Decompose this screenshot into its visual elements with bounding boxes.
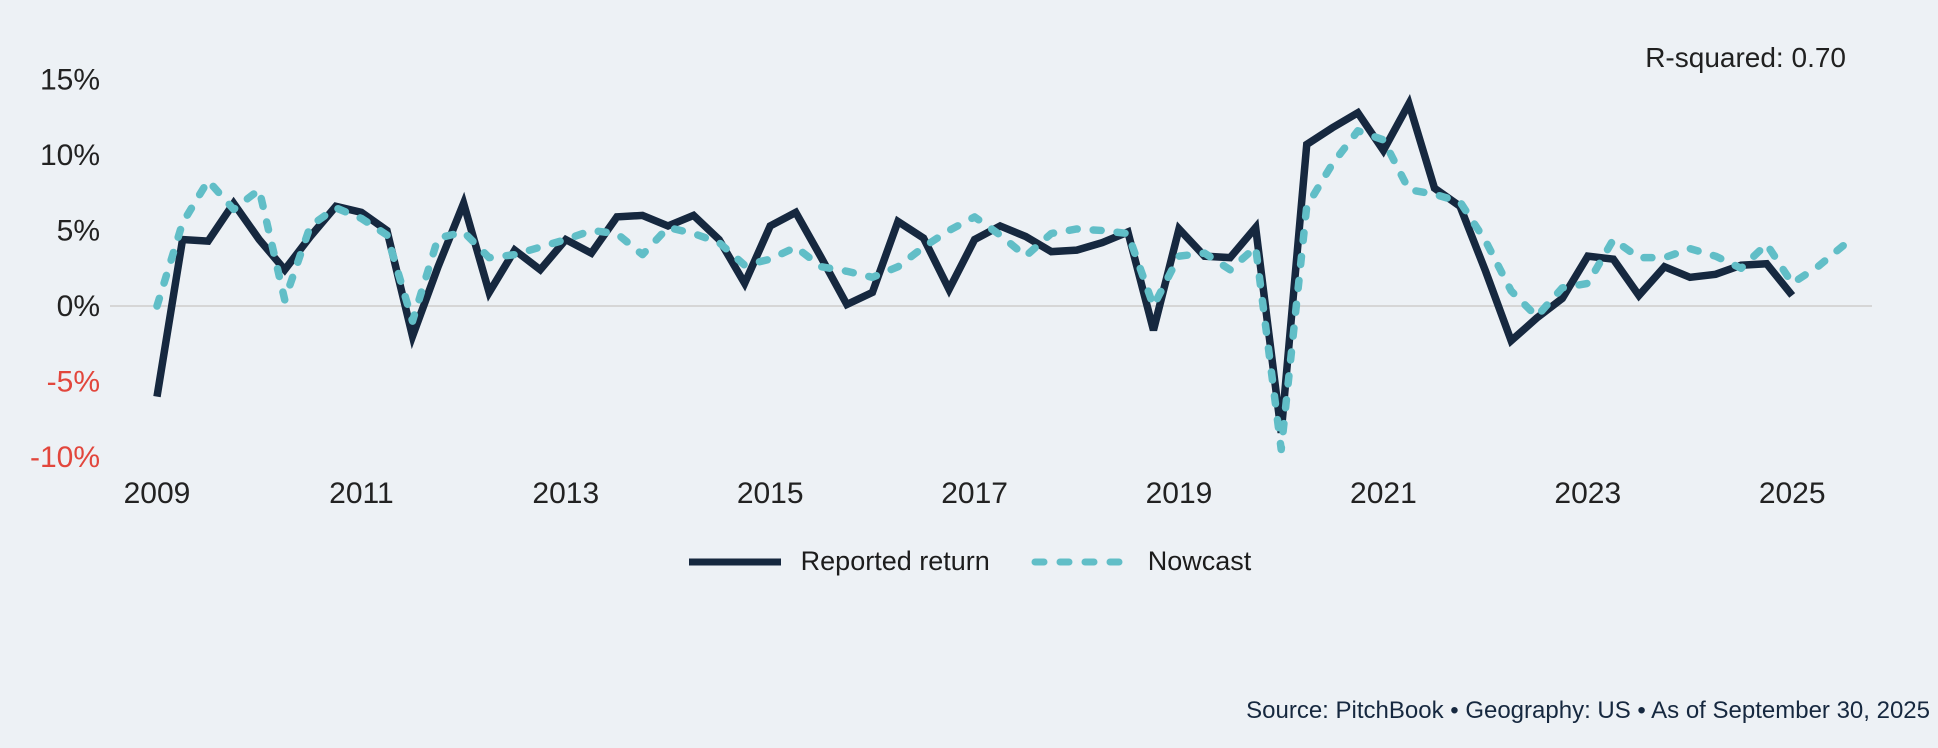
legend-item-nowcast: Nowcast: [1030, 546, 1252, 577]
nowcast-swatch-icon: [1031, 558, 1129, 565]
y-axis-tick-label: 15%: [40, 64, 100, 97]
x-axis-tick-label: 2015: [737, 477, 804, 510]
x-axis-tick-label: 2025: [1759, 477, 1826, 510]
x-axis-tick-label: 2011: [329, 477, 394, 510]
x-axis-tick-label: 2021: [1350, 477, 1417, 510]
y-axis-tick-label: -10%: [30, 441, 100, 474]
legend-label-reported-return: Reported return: [800, 546, 990, 576]
legend-item-reported-return: Reported return: [687, 546, 990, 577]
legend-label-nowcast: Nowcast: [1147, 546, 1252, 576]
x-axis-tick-label: 2023: [1554, 477, 1621, 510]
y-axis-tick-label: 5%: [57, 215, 100, 248]
x-axis-tick-label: 2019: [1146, 477, 1213, 510]
reported-return-swatch-icon: [688, 558, 781, 565]
x-axis-tick-label: 2009: [124, 477, 191, 510]
y-axis-tick-label: 10%: [40, 139, 100, 172]
x-axis-tick-label: 2017: [941, 477, 1008, 510]
y-axis-tick-label: -5%: [47, 366, 100, 399]
reported-return-line: [153, 94, 1796, 434]
x-axis-tick-label: 2013: [532, 477, 599, 510]
r-squared-annotation: R-squared: 0.70: [1645, 42, 1846, 73]
source-attribution: Source: PitchBook • Geography: US • As o…: [1246, 697, 1930, 724]
y-axis-tick-label: 0%: [57, 290, 100, 323]
legend: Reported return Nowcast: [0, 546, 1938, 577]
nowcast-line: [153, 127, 1848, 454]
